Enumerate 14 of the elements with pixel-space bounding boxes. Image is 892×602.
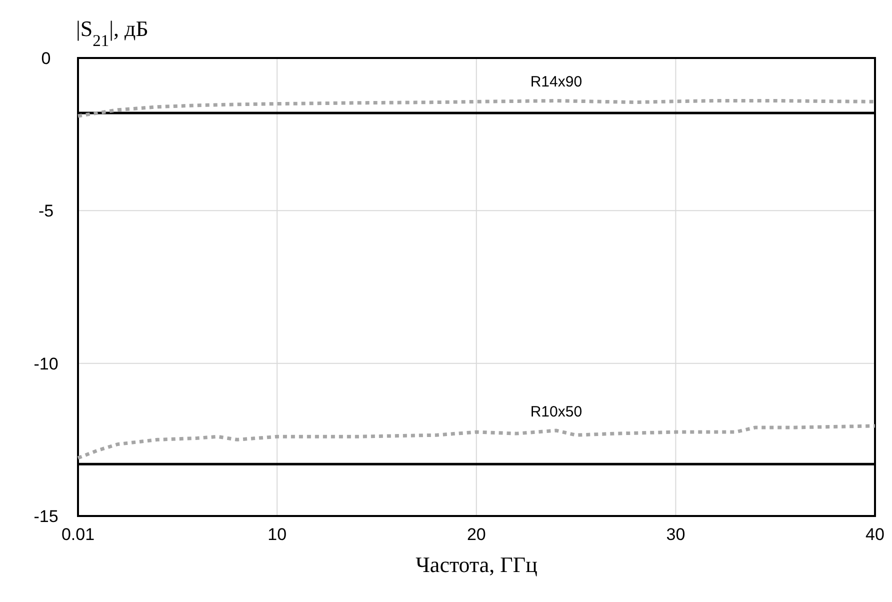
line-series bbox=[76, 424, 877, 460]
y-tick-label: -15 bbox=[34, 507, 58, 526]
series-label: R10x50 bbox=[530, 404, 582, 421]
x-tick-label: 0.01 bbox=[61, 525, 95, 544]
x-axis-title: Частота, ГГц bbox=[416, 552, 538, 577]
x-tick-label: 20 bbox=[466, 525, 486, 544]
y-tick-label: -10 bbox=[34, 354, 58, 374]
y-tick-label: -5 bbox=[38, 202, 54, 221]
y-axis-title: |S$_{21}$|, дБ bbox=[76, 16, 148, 50]
x-tick-label: 40 bbox=[866, 525, 884, 544]
x-tick-label: 10 bbox=[268, 525, 287, 544]
series-label: R14x90 bbox=[530, 74, 582, 91]
x-tick-label: 30 bbox=[666, 525, 686, 544]
y-tick-label: 0 bbox=[41, 49, 51, 68]
